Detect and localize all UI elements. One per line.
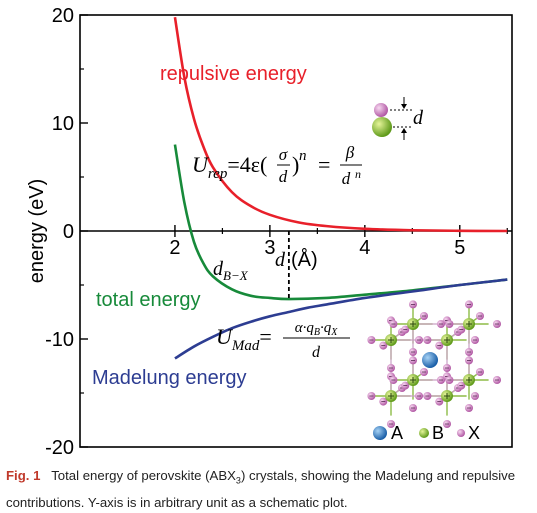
x-tick-label: 3 xyxy=(264,237,275,259)
y-tick-label: 20 xyxy=(52,5,74,27)
y-axis-label: energy (eV) xyxy=(26,179,48,284)
x-tick-label: 4 xyxy=(359,237,370,259)
a-atom xyxy=(422,352,438,368)
bond-distance-inset: d xyxy=(372,97,424,140)
x-axis-label: d (Å) xyxy=(275,248,318,271)
svg-text:B: B xyxy=(432,423,444,443)
caption-sub: 3 xyxy=(235,475,241,486)
y-tick-label: 0 xyxy=(63,221,74,243)
x-atom-icon xyxy=(374,103,388,117)
y-tick-label: 10 xyxy=(52,113,74,135)
madelung-energy-label: Madelung energy xyxy=(92,367,247,389)
b-atom-legend-icon xyxy=(419,428,429,438)
figure-caption: Fig. 1 Total energy of perovskite (ABX3)… xyxy=(6,465,532,513)
y-ticks: 20 10 0 -10 -20 xyxy=(45,5,88,459)
madelung-equation: UMad= α·qB·qX d xyxy=(216,320,350,361)
svg-text:): ) xyxy=(292,152,299,177)
svg-text:X: X xyxy=(468,423,480,443)
total-energy-label: total energy xyxy=(96,289,201,311)
y-tick-label: -20 xyxy=(45,437,74,459)
svg-text:σ: σ xyxy=(279,145,288,164)
caption-post: ) crystals, showing the Madelung and rep… xyxy=(6,468,516,510)
series-group xyxy=(173,16,508,360)
figure-number: Fig. 1 xyxy=(6,468,41,483)
b-atom-icon xyxy=(372,117,392,137)
x-tick-label: 2 xyxy=(169,237,180,259)
x-atom-legend-icon xyxy=(457,429,465,437)
repulsive-energy-label: repulsive energy xyxy=(160,63,307,85)
svg-text:d: d xyxy=(279,167,288,186)
atom-legend: A B X xyxy=(373,423,480,443)
svg-text:d: d xyxy=(413,107,424,129)
svg-text:α·qB·qX: α·qB·qX xyxy=(295,320,338,338)
energy-chart: 20 10 0 -10 -20 2 3 4 5 energy (eV) dB−X d (Å) r… xyxy=(26,5,513,459)
svg-text:Urep=4ε(: Urep=4ε( xyxy=(192,152,267,182)
caption-pre: Total energy of perovskite (ABX xyxy=(51,468,236,483)
repulsive-energy-line xyxy=(173,16,508,233)
y-tick-label: -10 xyxy=(45,329,74,351)
svg-text:d: d xyxy=(312,344,321,361)
svg-text:d: d xyxy=(342,169,351,188)
d-bx-label: dB−X xyxy=(213,258,249,283)
svg-text:=: = xyxy=(318,152,330,177)
svg-text:n: n xyxy=(355,167,361,181)
a-atom-legend-icon xyxy=(373,426,387,440)
x-tick-label: 5 xyxy=(454,237,465,259)
svg-text:UMad=: UMad= xyxy=(216,324,272,354)
madelung-energy-line xyxy=(174,278,508,360)
svg-text:n: n xyxy=(299,148,307,164)
repulsive-equation: Urep=4ε( σ d ) n = β d n xyxy=(192,143,362,188)
perovskite-crystal-icon xyxy=(367,300,501,428)
svg-text:β: β xyxy=(345,143,355,162)
svg-text:A: A xyxy=(391,423,403,443)
